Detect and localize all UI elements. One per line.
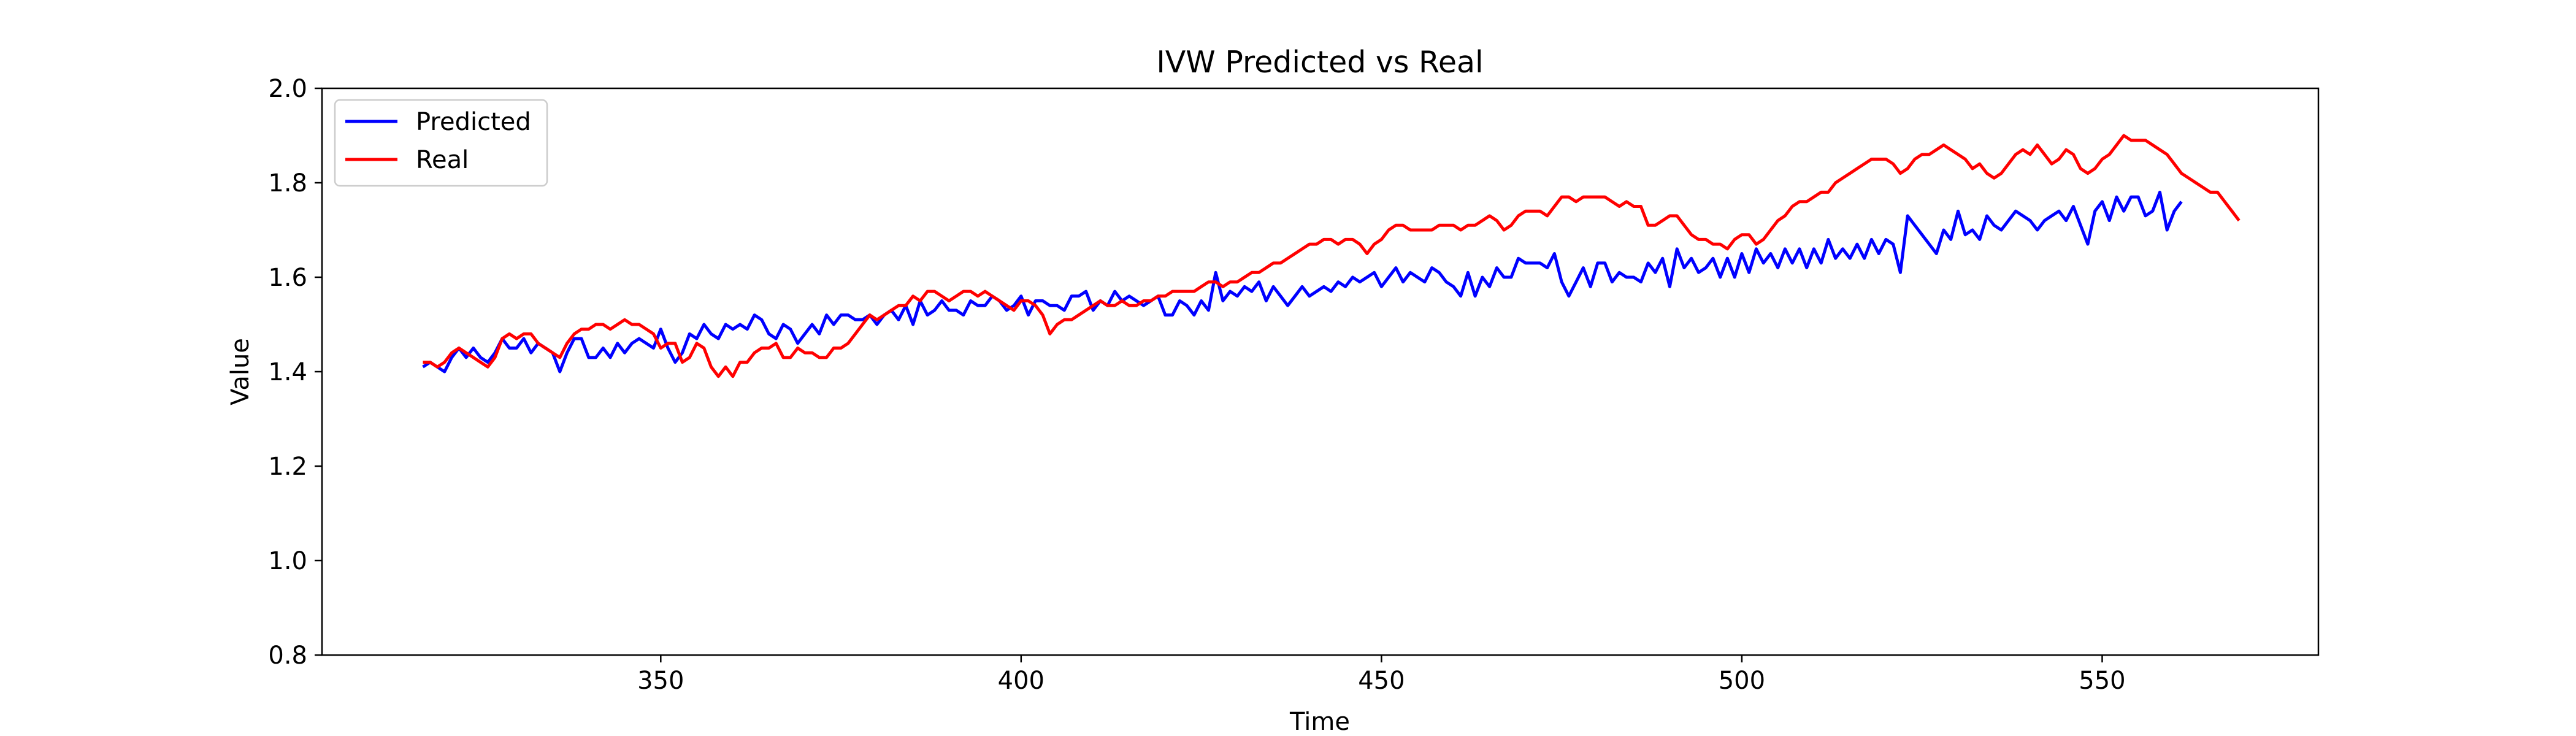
chart-title: IVW Predicted vs Real [1156,45,1483,80]
series-lines [422,134,2241,378]
x-tick-label: 550 [2079,667,2125,695]
y-tick-label: 1.4 [268,358,307,386]
y-axis-label: Value [226,338,255,405]
plot-area [322,88,2318,655]
x-tick-label: 350 [637,667,684,695]
series-line-predicted [422,190,2183,374]
plot-frame [321,87,2320,656]
legend: Predicted Real [334,99,548,187]
x-tick-label: 450 [1358,667,1405,695]
y-tick-label: 1.6 [268,264,307,292]
y-axis-ticks: 0.8 1.0 1.2 1.4 1.6 1.8 2.0 [268,75,322,670]
legend-label-real: Real [416,146,469,174]
x-tick-label: 400 [998,667,1045,695]
series-line-real [423,134,2241,378]
y-tick-label: 1.2 [268,453,307,481]
y-tick-label: 2.0 [268,75,307,103]
y-tick-label: 1.8 [268,169,307,197]
legend-label-predicted: Predicted [416,108,531,136]
y-tick-label: 1.0 [268,547,307,575]
y-tick-label: 0.8 [268,642,307,670]
x-axis-ticks: 350 400 450 500 550 [637,655,2126,695]
x-axis-label: Time [1289,708,1350,736]
x-tick-label: 500 [1719,667,1765,695]
